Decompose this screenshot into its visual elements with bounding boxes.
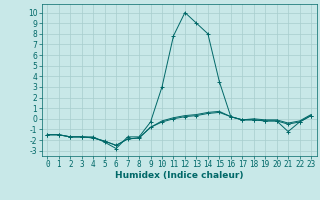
X-axis label: Humidex (Indice chaleur): Humidex (Indice chaleur)	[115, 171, 244, 180]
